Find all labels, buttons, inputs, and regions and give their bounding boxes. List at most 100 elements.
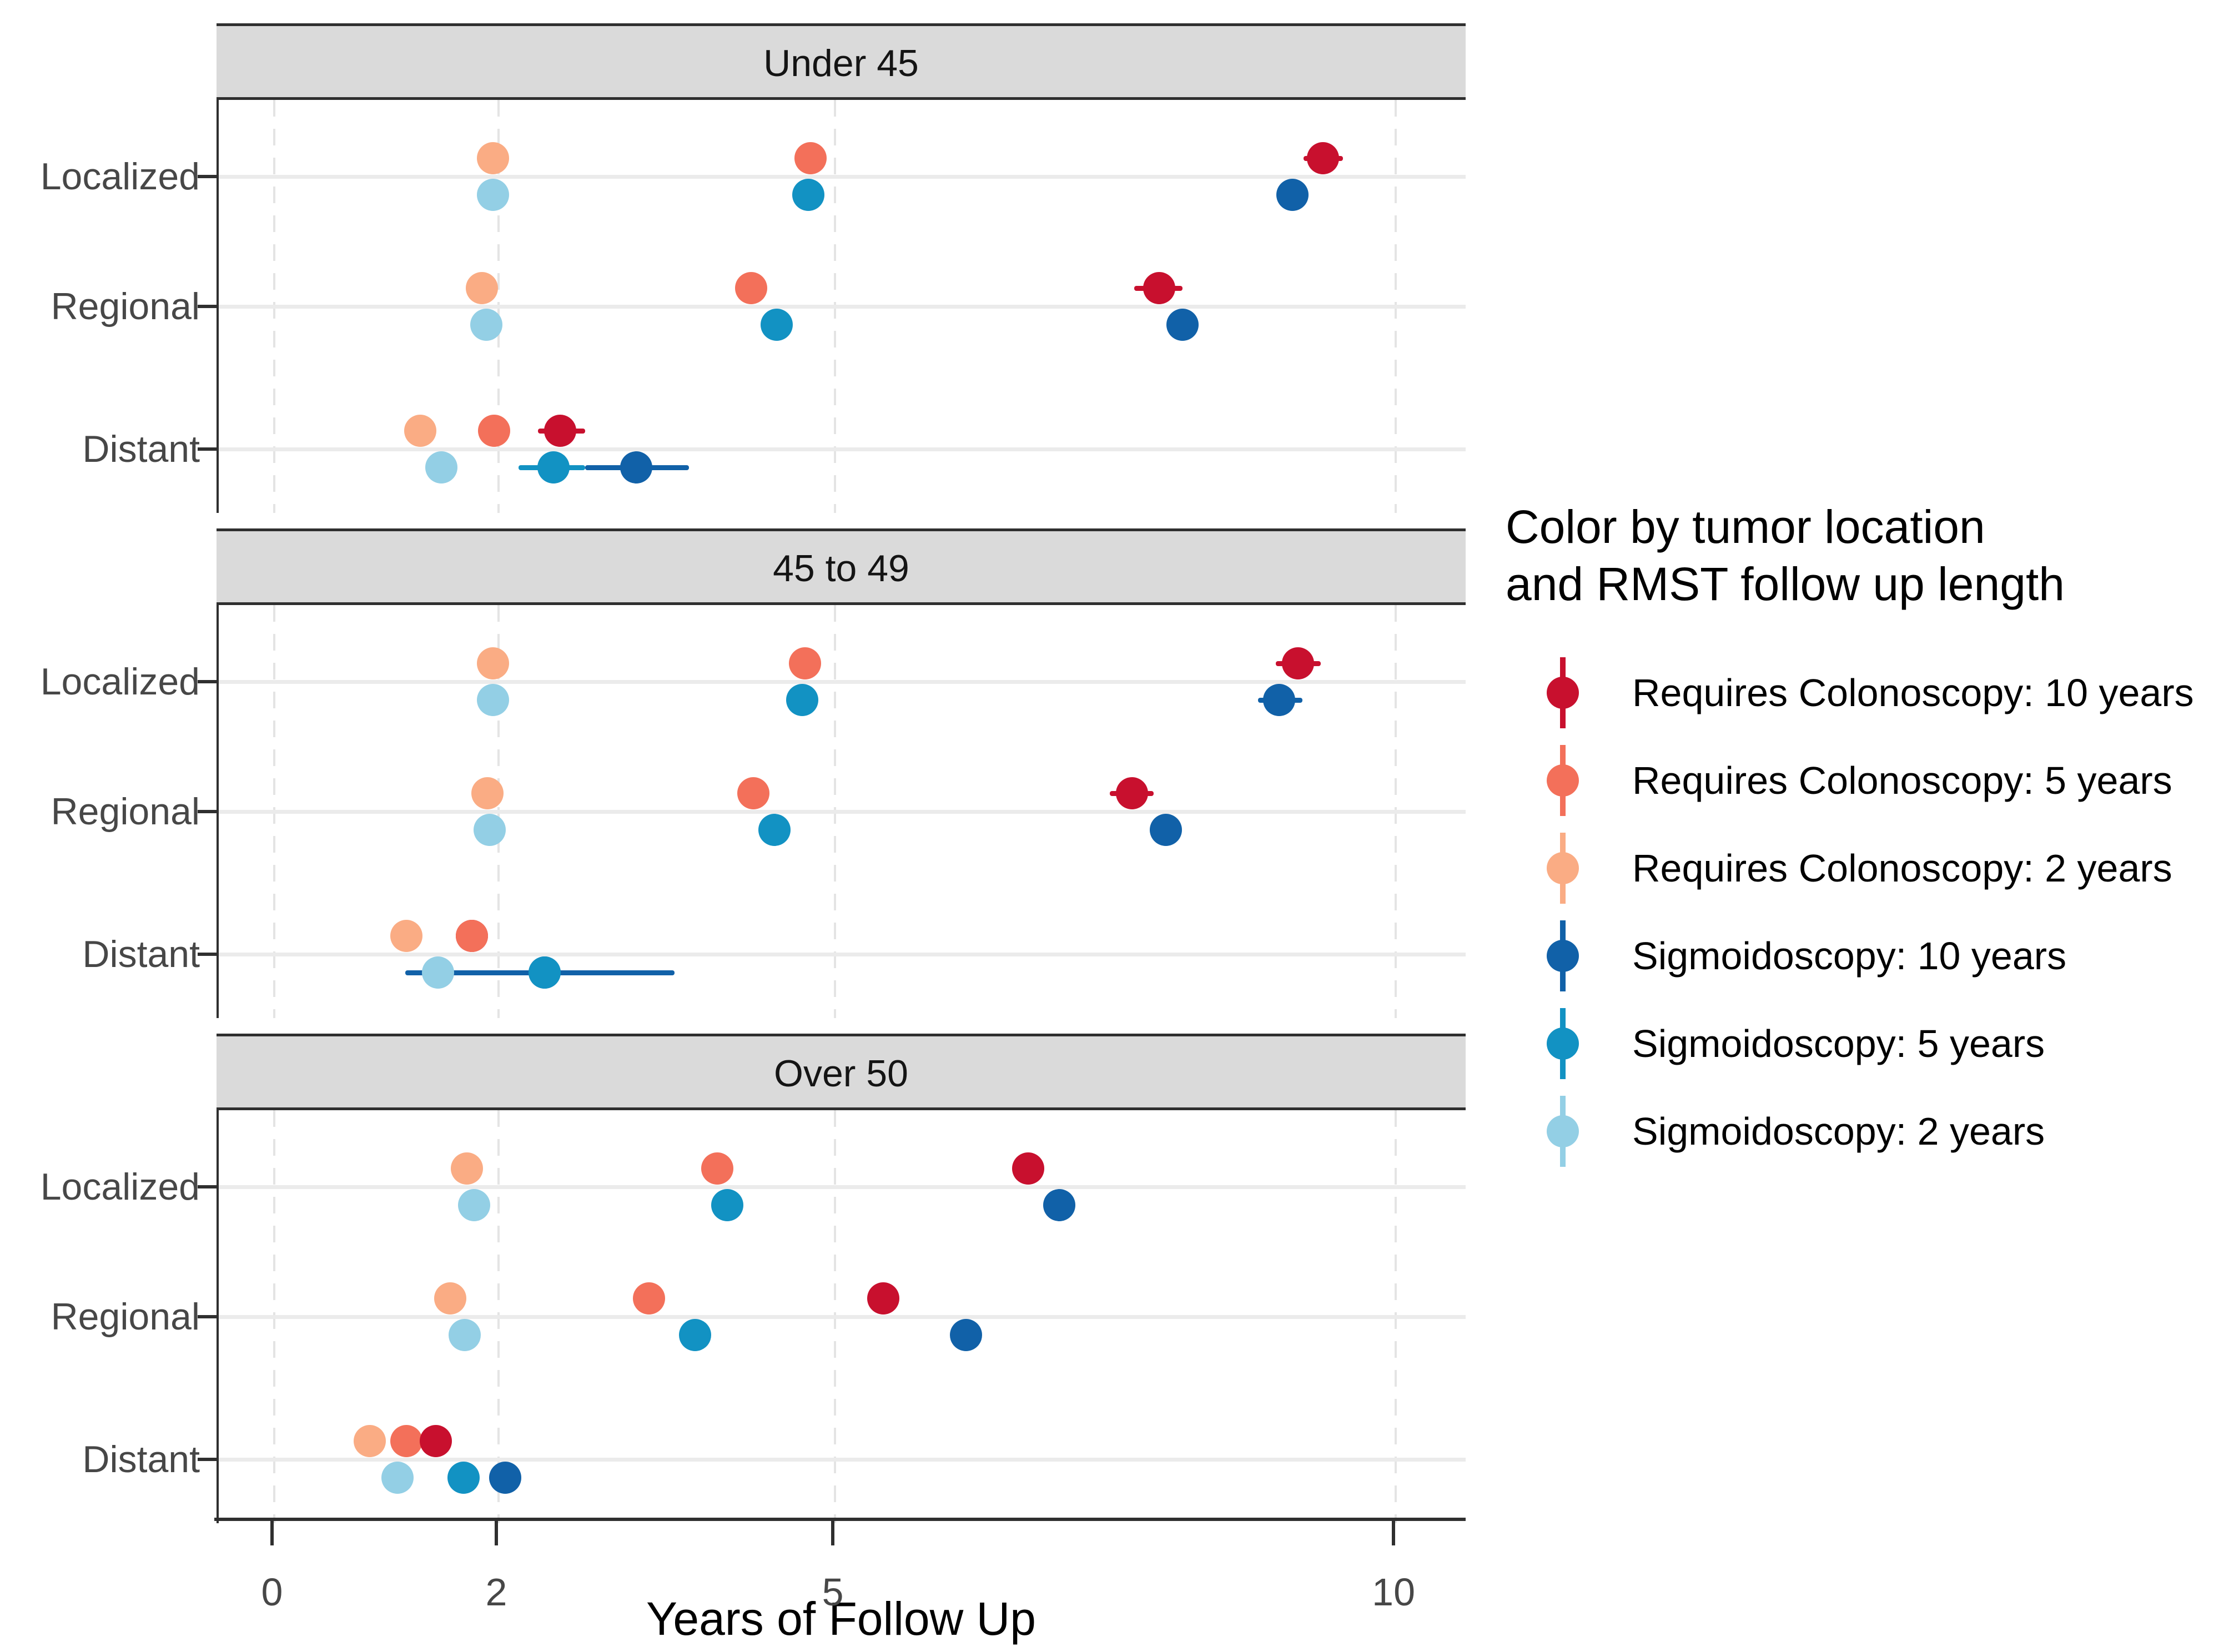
horizontal-gridline bbox=[219, 810, 1466, 814]
data-point-rc2 bbox=[404, 415, 436, 447]
data-point-rc10 bbox=[1282, 647, 1315, 679]
facet-panel bbox=[217, 100, 1466, 513]
y-axis-label: Distant bbox=[82, 1438, 200, 1480]
data-point-rc10 bbox=[1143, 272, 1175, 304]
horizontal-gridline bbox=[219, 953, 1466, 956]
facet-strip: Under 45 bbox=[217, 23, 1466, 100]
y-axis-tick bbox=[198, 680, 217, 683]
data-point-rc10 bbox=[1116, 777, 1149, 809]
legend-key-dot bbox=[1547, 852, 1579, 884]
horizontal-gridline bbox=[219, 1185, 1466, 1189]
horizontal-gridline bbox=[219, 1315, 1466, 1319]
y-axis-tick bbox=[198, 810, 217, 813]
y-axis-tick bbox=[198, 1185, 217, 1188]
data-point-rc2 bbox=[471, 777, 504, 809]
data-point-sig2 bbox=[381, 1462, 414, 1494]
x-axis-tick bbox=[495, 1521, 499, 1545]
legend-title-line-1: Color by tumor location bbox=[1506, 501, 1985, 553]
data-point-sig5 bbox=[786, 684, 819, 716]
horizontal-gridline bbox=[219, 680, 1466, 684]
facet-title: Under 45 bbox=[763, 42, 919, 84]
x-axis-tick bbox=[270, 1521, 274, 1545]
y-axis-label: Regional bbox=[51, 790, 200, 833]
data-point-rc5 bbox=[477, 415, 510, 447]
y-axis-tick bbox=[198, 305, 217, 308]
horizontal-gridline bbox=[219, 447, 1466, 451]
data-point-rc2 bbox=[390, 920, 423, 952]
y-axis-tick bbox=[198, 447, 217, 451]
facet-strip: Over 50 bbox=[217, 1034, 1466, 1110]
data-point-rc10 bbox=[867, 1282, 899, 1314]
legend-key-dot bbox=[1547, 940, 1579, 972]
legend-label: Requires Colonoscopy: 5 years bbox=[1632, 759, 2172, 802]
legend-label: Sigmoidoscopy: 10 years bbox=[1632, 934, 2067, 978]
data-point-sig5 bbox=[761, 309, 793, 341]
y-axis-label: Regional bbox=[51, 285, 200, 328]
legend-label: Sigmoidoscopy: 5 years bbox=[1632, 1022, 2045, 1065]
data-point-sig10 bbox=[950, 1319, 983, 1351]
facet-strip: 45 to 49 bbox=[217, 528, 1466, 605]
data-point-sig10 bbox=[489, 1462, 522, 1494]
facet-panel bbox=[217, 1110, 1466, 1523]
legend-title-line-2: and RMST follow up length bbox=[1506, 558, 2065, 610]
data-point-sig5 bbox=[792, 179, 824, 211]
data-point-rc2 bbox=[451, 1152, 484, 1185]
data-point-rc10 bbox=[1306, 142, 1339, 174]
data-point-sig2 bbox=[476, 179, 509, 211]
data-point-sig10 bbox=[1276, 179, 1309, 211]
y-axis-tick bbox=[198, 1315, 217, 1318]
y-axis-label: Localized bbox=[40, 155, 200, 198]
data-point-sig5 bbox=[711, 1189, 744, 1221]
legend-label: Requires Colonoscopy: 2 years bbox=[1632, 847, 2172, 890]
data-point-rc5 bbox=[701, 1152, 733, 1185]
legend-key-dot bbox=[1547, 677, 1579, 709]
legend-key-dot bbox=[1547, 764, 1579, 797]
legend-key-dot bbox=[1547, 1115, 1579, 1147]
data-point-rc2 bbox=[434, 1282, 467, 1314]
facet-title: Over 50 bbox=[774, 1052, 908, 1095]
legend-key-dot bbox=[1547, 1028, 1579, 1060]
data-point-rc5 bbox=[794, 142, 827, 174]
y-axis-label: Distant bbox=[82, 428, 200, 470]
x-axis-tick-label: 5 bbox=[822, 1570, 844, 1614]
data-point-rc10 bbox=[419, 1425, 452, 1457]
data-point-sig2 bbox=[449, 1319, 481, 1351]
x-axis-tick-label: 0 bbox=[261, 1570, 283, 1614]
y-axis-tick bbox=[198, 175, 217, 178]
x-axis-title: Years of Follow Up bbox=[646, 1593, 1036, 1645]
data-point-sig5 bbox=[537, 451, 570, 483]
x-axis-tick bbox=[1392, 1521, 1396, 1545]
data-point-sig2 bbox=[457, 1189, 490, 1221]
data-point-rc2 bbox=[353, 1425, 386, 1457]
data-point-rc5 bbox=[390, 1425, 423, 1457]
y-axis-label: Distant bbox=[82, 933, 200, 975]
y-axis-tick bbox=[198, 953, 217, 956]
data-point-sig2 bbox=[473, 814, 506, 846]
horizontal-gridline bbox=[219, 1458, 1466, 1462]
data-point-rc10 bbox=[544, 415, 577, 447]
data-point-rc5 bbox=[734, 272, 767, 304]
data-point-sig2 bbox=[476, 684, 509, 716]
y-axis-label: Localized bbox=[40, 1166, 200, 1208]
data-point-sig10 bbox=[620, 451, 653, 483]
data-point-rc2 bbox=[476, 142, 509, 174]
data-point-sig10 bbox=[1166, 309, 1199, 341]
y-axis-tick bbox=[198, 1458, 217, 1461]
data-point-sig5 bbox=[678, 1319, 711, 1351]
legend-label: Sigmoidoscopy: 2 years bbox=[1632, 1110, 2045, 1153]
facet-title: 45 to 49 bbox=[773, 547, 909, 590]
data-point-rc2 bbox=[476, 647, 509, 679]
data-point-sig5 bbox=[447, 1462, 480, 1494]
data-point-rc5 bbox=[737, 777, 769, 809]
data-point-rc10 bbox=[1012, 1152, 1044, 1185]
data-point-rc5 bbox=[788, 647, 821, 679]
data-point-sig5 bbox=[758, 814, 791, 846]
y-axis-label: Localized bbox=[40, 661, 200, 703]
horizontal-gridline bbox=[219, 175, 1466, 179]
data-point-sig10 bbox=[1263, 684, 1295, 716]
x-axis-tick bbox=[831, 1521, 835, 1545]
horizontal-gridline bbox=[219, 305, 1466, 309]
data-point-sig2 bbox=[470, 309, 502, 341]
facet-panel bbox=[217, 605, 1466, 1018]
